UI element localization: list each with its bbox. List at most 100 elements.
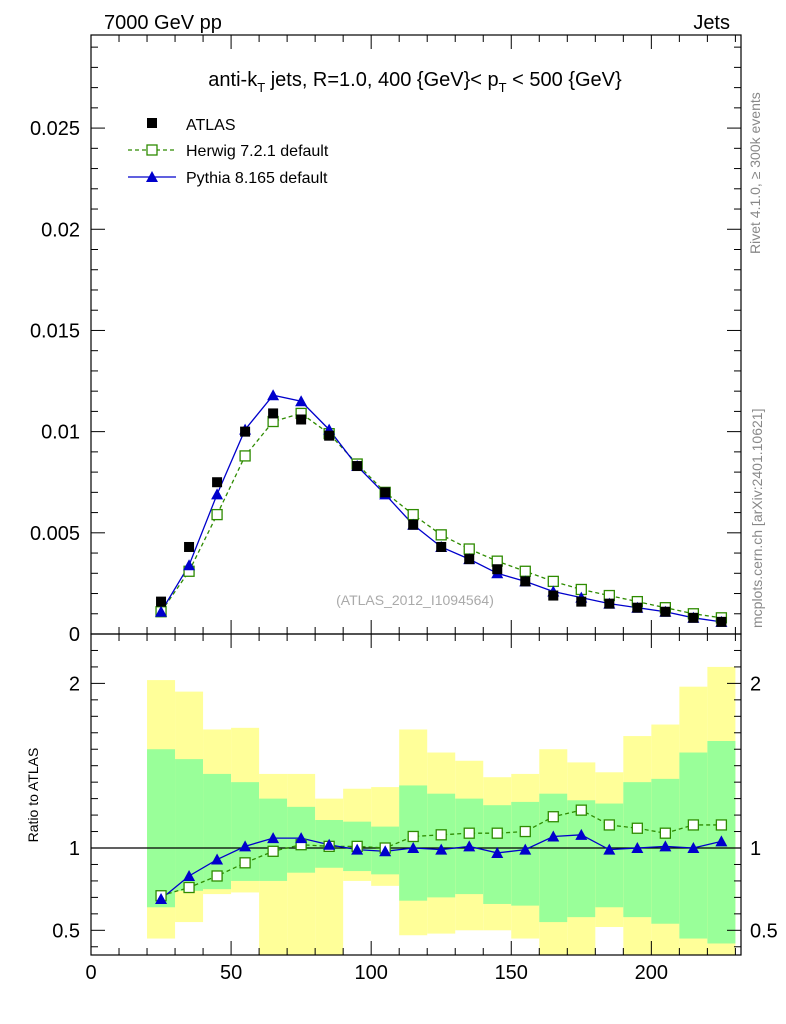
pythia-ratio-point (659, 840, 672, 852)
atlas-point (632, 602, 643, 613)
atlas-point (548, 590, 559, 601)
header-left: 7000 GeV pp (104, 12, 222, 34)
atlas-point (324, 430, 335, 441)
x-tick-label: 50 (220, 962, 242, 984)
y-tick-label: 0.02 (41, 219, 80, 241)
pythia-ratio-point (267, 832, 280, 844)
ratio-tick-label: 1 (69, 838, 80, 860)
atlas-point (576, 596, 587, 607)
herwig-point (239, 450, 251, 462)
atlas-point (492, 564, 503, 575)
ratio-panel-frame (90, 633, 742, 956)
pythia-ratio-point (295, 832, 308, 844)
pythia-point (295, 395, 308, 407)
pythia-ratio-point (435, 843, 448, 855)
analysis-watermark: (ATLAS_2012_I1094564) (336, 592, 494, 608)
y-tick-label: 0.01 (41, 422, 80, 444)
pythia-ratio-point (239, 840, 252, 852)
pythia-ratio-point (211, 853, 224, 865)
axis-ticks: 0 50 100 150 200 0 0.005 0.01 0.015 0.02 0.025 0.5 0… (30, 35, 778, 984)
atlas-point (520, 576, 531, 587)
herwig-point (435, 529, 447, 541)
green-band (175, 759, 204, 891)
herwig-point (519, 565, 531, 577)
pythia-point (155, 605, 168, 617)
pythia-ratio-point (463, 840, 476, 852)
herwig-ratio-point (183, 881, 195, 894)
ratio-tick-label: 2 (750, 673, 761, 695)
x-tick-label: 0 (85, 962, 96, 984)
mcplots-label: mcplots.cern.ch [arXiv:2401.10621] (749, 409, 765, 628)
herwig-ratio-line (160, 809, 722, 897)
legend-pythia-label: Pythia 8.165 default (186, 170, 328, 187)
atlas-point (660, 606, 671, 617)
pythia-ratio-point (491, 846, 504, 858)
pythia-ratio-point (183, 869, 196, 881)
x-tick-label: 150 (495, 962, 528, 984)
atlas-point (716, 616, 727, 627)
pythia-ratio-point (715, 835, 728, 847)
pythia-point (267, 389, 280, 401)
series-layer (155, 389, 728, 905)
ratio-tick-label: 2 (69, 673, 80, 695)
herwig-ratio-point (631, 822, 643, 834)
legend-atlas-marker (147, 118, 157, 128)
herwig-ratio-point (407, 830, 419, 843)
atlas-point (464, 554, 475, 565)
herwig-ratio-point (463, 827, 475, 839)
atlas-point (688, 612, 699, 623)
herwig-point (547, 575, 559, 588)
green-band (203, 773, 232, 890)
atlas-point (240, 426, 251, 437)
herwig-ratio-point (575, 804, 587, 816)
legend-herwig-label: Herwig 7.2.1 default (186, 143, 329, 160)
header-right: Jets (693, 12, 730, 34)
pythia-ratio-point (575, 828, 588, 840)
y-tick-label: 0.025 (30, 118, 80, 140)
green-band (147, 749, 176, 908)
ratio-tick-label: 1 (750, 838, 761, 860)
y-tick-label: 0.005 (30, 523, 80, 545)
ratio-axis-label: Ratio to ATLAS (25, 748, 41, 843)
herwig-ratio-point (267, 845, 279, 857)
pythia-point (183, 559, 196, 571)
pythia-ratio-point (379, 845, 392, 857)
pythia-ratio-point (351, 843, 364, 855)
atlas-point (436, 541, 447, 552)
pythia-ratio-point (155, 893, 168, 905)
herwig-ratio-point (435, 829, 447, 841)
plot-title: anti-kT jets, R=1.0, 400 {GeV}< pT < 500… (208, 69, 622, 95)
ratio-tick-label: 0.5 (52, 920, 80, 942)
atlas-point (408, 519, 419, 530)
atlas-point (212, 477, 223, 488)
rivet-label: Rivet 4.1.0, ≥ 300k events (747, 92, 763, 254)
herwig-point (211, 508, 223, 521)
atlas-point (604, 598, 615, 609)
atlas-point (156, 596, 167, 607)
pythia-ratio-point (547, 830, 560, 842)
pythia-point (211, 488, 224, 500)
ratio-tick-label: 0.5 (750, 920, 778, 942)
pythia-ratio-point (603, 843, 616, 855)
herwig-ratio-point (687, 819, 700, 831)
legend-herwig-marker (146, 144, 158, 156)
ratio-bands (147, 666, 736, 955)
herwig-ratio-point (659, 827, 672, 839)
pythia-ratio-point (407, 842, 420, 853)
herwig-point (407, 508, 419, 521)
y-tick-label: 0.015 (30, 320, 80, 342)
x-tick-label: 100 (354, 962, 387, 984)
green-band (567, 800, 596, 918)
herwig-ratio-point (211, 870, 223, 882)
pythia-ratio-point (323, 838, 336, 850)
herwig-point (463, 543, 475, 555)
herwig-ratio-point (239, 857, 251, 869)
y-tick-label: 0 (69, 624, 80, 646)
atlas-point (352, 461, 363, 472)
herwig-ratio-point (603, 819, 615, 831)
atlas-point (268, 408, 279, 419)
pythia-ratio-point (687, 842, 700, 853)
x-tick-label: 200 (635, 962, 668, 984)
herwig-ratio-point (547, 811, 559, 823)
